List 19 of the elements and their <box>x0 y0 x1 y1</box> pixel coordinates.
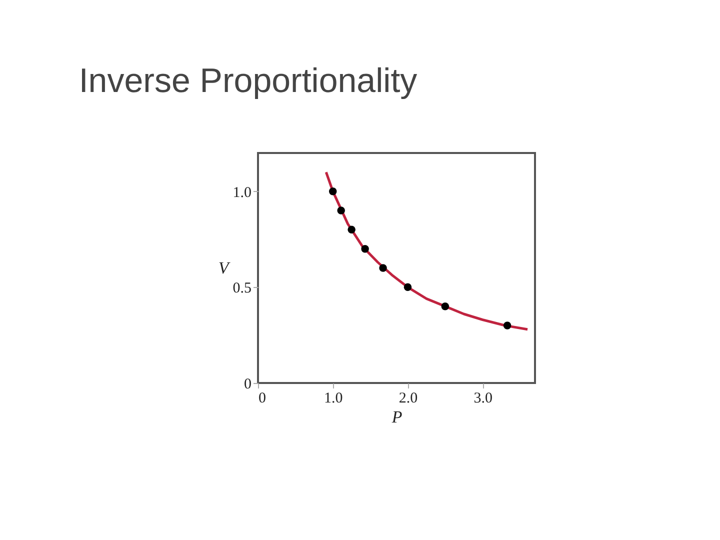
line-series <box>324 170 529 331</box>
x-axis-title: P <box>390 408 402 426</box>
point <box>337 206 345 214</box>
point <box>348 226 356 234</box>
point <box>404 283 412 292</box>
x-tick-label: 1.0 <box>324 390 343 406</box>
point <box>361 244 369 253</box>
chart-title: Inverse Proportionality <box>78 62 418 100</box>
y-tick-label: 0.5 <box>232 280 252 297</box>
point <box>503 322 512 330</box>
y-tick-label: 1.0 <box>232 184 252 201</box>
point <box>441 302 450 310</box>
point <box>328 187 337 196</box>
x-tick-label: 3.0 <box>474 390 492 406</box>
y-tick-label: 0 <box>244 376 252 392</box>
x-tick-label: 0 <box>258 390 266 406</box>
point <box>379 264 387 272</box>
x-tick-label: 2.0 <box>398 390 418 406</box>
y-axis-title: V <box>218 258 232 278</box>
